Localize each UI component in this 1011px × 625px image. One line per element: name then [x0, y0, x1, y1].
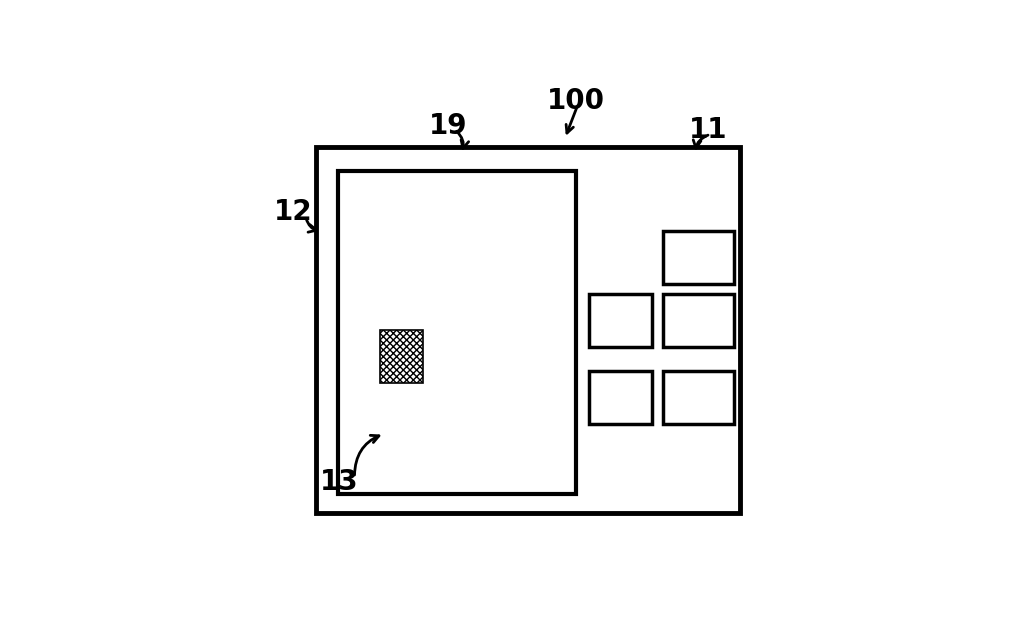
Text: 100: 100 — [547, 88, 605, 116]
Bar — [589, 371, 652, 424]
Bar — [316, 147, 739, 513]
Text: 12: 12 — [274, 198, 312, 226]
Text: 19: 19 — [429, 111, 468, 139]
Bar — [662, 371, 734, 424]
Bar — [662, 231, 734, 284]
Bar — [338, 171, 576, 494]
Text: 13: 13 — [319, 468, 359, 496]
Bar — [589, 294, 652, 347]
Text: 11: 11 — [688, 116, 728, 144]
Bar — [380, 330, 424, 383]
Bar — [662, 294, 734, 347]
